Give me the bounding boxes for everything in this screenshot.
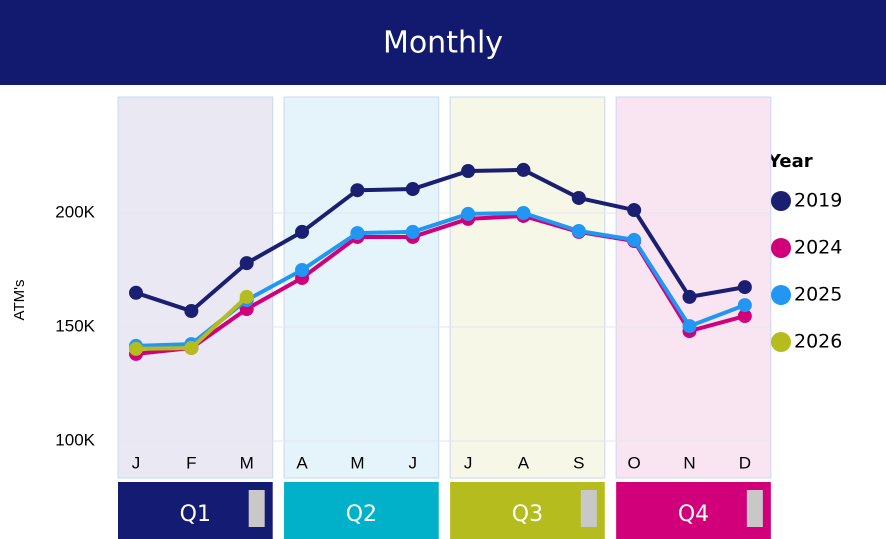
quarter-header	[284, 482, 439, 539]
x-tick-label: N	[683, 453, 695, 472]
data-point	[461, 206, 476, 221]
data-point	[295, 263, 310, 277]
data-point	[295, 224, 310, 239]
data-point	[682, 319, 697, 334]
quarter-scroll	[248, 490, 265, 527]
data-point	[737, 298, 752, 313]
quarter-band	[449, 96, 606, 479]
legend-marker	[771, 332, 791, 352]
x-tick-label: D	[739, 453, 751, 472]
x-tick-label: M	[350, 453, 364, 472]
legend-label: 2019	[794, 190, 842, 212]
quarter-header	[450, 482, 605, 539]
quarter-label: Q1	[180, 502, 211, 527]
title-bar	[0, 0, 886, 85]
quarter-scroll	[580, 490, 597, 527]
data-point	[405, 224, 420, 239]
legend-marker	[771, 238, 791, 258]
quarter-label: Q2	[346, 502, 377, 527]
chart-title: Monthly	[383, 26, 503, 61]
data-point	[184, 340, 199, 355]
data-point	[239, 256, 254, 271]
quarter-label: Q3	[512, 502, 543, 527]
data-point	[129, 285, 143, 300]
data-point	[129, 341, 143, 356]
x-tick-label: A	[518, 453, 530, 472]
legend-label: 2026	[794, 331, 842, 353]
legend-marker	[771, 191, 791, 211]
data-point	[627, 203, 642, 218]
data-point	[461, 164, 476, 179]
quarter-scroll	[746, 490, 763, 527]
data-point	[516, 206, 531, 220]
x-tick-label: S	[573, 453, 584, 472]
x-tick-label: A	[296, 453, 308, 472]
series-line	[135, 167, 746, 314]
y-tick-label: 100K	[55, 430, 95, 449]
data-point	[516, 162, 531, 177]
x-tick-label: J	[409, 453, 418, 472]
data-point	[350, 183, 365, 198]
quarter-label: Q4	[678, 502, 709, 527]
x-tick-label: J	[464, 453, 473, 472]
y-axis-label: ATM's	[11, 280, 28, 321]
legend-marker	[771, 285, 791, 305]
data-point	[571, 224, 586, 239]
legend-title: Year	[767, 151, 813, 172]
data-point	[627, 232, 642, 247]
data-point	[737, 309, 752, 324]
legend-label: 2024	[794, 237, 842, 259]
data-point	[239, 289, 254, 304]
data-point	[405, 182, 420, 197]
x-tick-label: O	[628, 453, 641, 472]
legend-label: 2025	[794, 284, 842, 306]
quarter-band	[117, 96, 274, 479]
data-point	[682, 289, 697, 304]
quarter-band	[283, 96, 440, 479]
data-point	[350, 226, 365, 241]
y-tick-label: 200K	[55, 202, 95, 221]
quarter-header	[118, 482, 273, 539]
x-tick-label: F	[186, 453, 196, 472]
x-tick-label: J	[132, 453, 141, 472]
y-tick-label: 150K	[55, 316, 95, 335]
quarter-header	[616, 482, 771, 539]
data-point	[571, 190, 586, 205]
x-tick-label: M	[240, 453, 254, 472]
data-point	[737, 280, 752, 295]
data-point	[184, 304, 199, 319]
